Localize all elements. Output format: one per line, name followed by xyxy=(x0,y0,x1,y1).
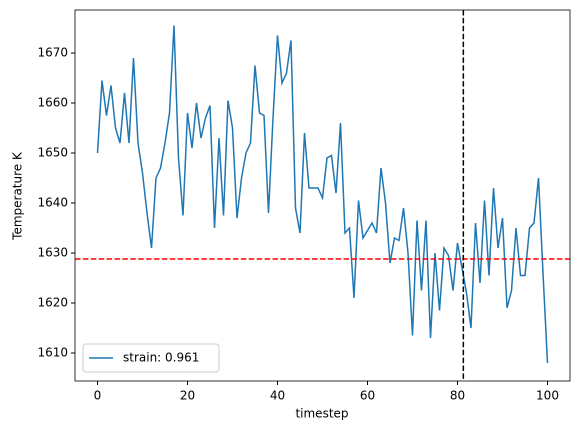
y-tick-label: 1660 xyxy=(37,96,68,110)
legend-label: strain: 0.961 xyxy=(123,351,199,365)
x-tick-label: 40 xyxy=(270,389,285,403)
y-tick-label: 1610 xyxy=(37,346,68,360)
y-tick-label: 1630 xyxy=(37,246,68,260)
legend-box xyxy=(82,343,220,373)
y-tick-label: 1650 xyxy=(37,146,68,160)
x-axis-label: timestep xyxy=(295,407,348,421)
y-tick-label: 1670 xyxy=(37,46,68,60)
plot-frame xyxy=(74,9,571,382)
legend: strain: 0.961 xyxy=(82,343,220,373)
x-tick-label: 20 xyxy=(180,389,195,403)
x-tick-label: 0 xyxy=(94,389,102,403)
y-tick-label: 1640 xyxy=(37,196,68,210)
x-tick-label: 100 xyxy=(536,389,559,403)
y-axis-label: Temperature K xyxy=(11,151,25,241)
data-line xyxy=(96,25,549,364)
y-tick-label: 1620 xyxy=(37,296,68,310)
x-tick-label: 60 xyxy=(360,389,375,403)
x-tick-label: 80 xyxy=(450,389,465,403)
